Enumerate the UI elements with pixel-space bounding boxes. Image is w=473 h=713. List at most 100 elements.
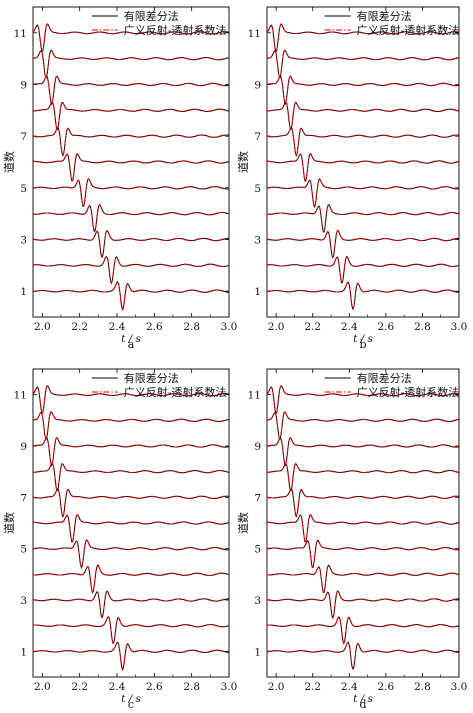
trace-3-grtc: [33, 590, 229, 618]
trace-6-fd: [33, 514, 229, 543]
trace-6-fd: [33, 153, 229, 182]
trace-7-fd: [33, 488, 229, 518]
trace-1-grtc: [33, 281, 229, 312]
plot-frame: [32, 6, 230, 318]
x-tick-label: 2.6: [146, 681, 163, 693]
trace-5-grtc: [33, 539, 229, 569]
trace-8-grtc: [33, 101, 229, 130]
y-tick-label: 3: [254, 595, 261, 607]
trace-2-fd: [33, 616, 229, 644]
chart-panel-a: 2.0 2.2 2.4 2.6 2.8 3.0 1 3 5 7 9 11 t / s 道数 a 有限差分法广义…: [2, 6, 238, 351]
x-tick-label: 2.6: [378, 681, 395, 693]
x-tick-label: 2.6: [378, 321, 395, 333]
x-tick-label: 2.6: [146, 321, 163, 333]
y-tick-label: 7: [20, 492, 27, 504]
trace-10-grtc: [33, 411, 229, 440]
trace-11-grtc: [33, 23, 229, 52]
y-tick-label: 11: [14, 390, 27, 402]
x-tick-label: 2.2: [304, 321, 321, 333]
trace-5-grtc: [267, 178, 459, 209]
x-tick-label: 3.0: [451, 321, 468, 333]
y-axis-label: 道数: [236, 151, 250, 173]
y-tick-label: 3: [254, 235, 261, 247]
x-tick-label: 2.8: [414, 681, 431, 693]
trace-6-grtc: [33, 153, 229, 182]
chart-panel-d: 2.0 2.2 2.4 2.6 2.8 3.0 1 3 5 7 9 11 t / s 道数 d 有限差分法广义…: [236, 368, 467, 711]
trace-9-grtc: [33, 75, 229, 106]
trace-4-grtc: [267, 564, 459, 593]
x-tick-label: 2.0: [34, 321, 51, 333]
x-tick-label: 2.8: [183, 681, 200, 693]
y-tick-label: 5: [20, 544, 27, 556]
trace-10-fd: [33, 49, 229, 78]
trace-10-fd: [33, 411, 229, 440]
trace-10-fd: [267, 49, 459, 78]
x-tick-label: 2.0: [268, 681, 285, 693]
y-tick-label: 5: [254, 183, 261, 195]
trace-5-fd: [267, 178, 459, 209]
trace-11-grtc: [267, 385, 459, 414]
trace-6-fd: [267, 514, 459, 543]
trace-2-grtc: [33, 615, 229, 644]
y-tick-label: 1: [254, 646, 261, 658]
trace-1-grtc: [33, 641, 229, 672]
x-tick-label: 2.8: [183, 321, 200, 333]
trace-4-fd: [33, 204, 229, 232]
trace-9-fd: [33, 75, 229, 106]
trace-1-fd: [33, 281, 229, 311]
trace-3-grtc: [267, 229, 459, 259]
trace-1-grtc: [267, 641, 459, 670]
trace-9-grtc: [33, 436, 229, 467]
trace-2-fd: [267, 255, 459, 284]
trace-3-fd: [267, 590, 459, 620]
legend-label-2: 广义反射-透射系数法: [357, 385, 460, 399]
trace-4-fd: [33, 564, 229, 594]
y-tick-label: 9: [20, 80, 27, 92]
trace-8-fd: [33, 463, 229, 492]
trace-4-grtc: [267, 203, 459, 233]
trace-5-fd: [267, 539, 459, 569]
x-axis-label: t / s: [121, 333, 141, 345]
traces-group: [33, 385, 229, 672]
trace-4-fd: [267, 564, 459, 594]
y-tick-label: 5: [20, 183, 27, 195]
trace-8-fd: [33, 101, 229, 130]
trace-5-grtc: [33, 178, 229, 207]
trace-5-grtc: [267, 539, 459, 568]
y-tick-label: 1: [254, 286, 261, 298]
legend-label-1: 有限差分法: [357, 9, 412, 23]
trace-3-fd: [33, 229, 229, 258]
x-tick-label: 3.0: [221, 321, 238, 333]
trace-6-grtc: [267, 513, 459, 543]
plot-frame: [266, 6, 460, 318]
trace-3-grtc: [33, 230, 229, 258]
trace-9-fd: [33, 437, 229, 467]
y-tick-label: 7: [20, 131, 27, 143]
legend-label-2: 广义反射-透射系数法: [124, 385, 227, 399]
x-axis-label: t / s: [353, 693, 373, 705]
trace-9-fd: [267, 75, 459, 106]
trace-1-fd: [267, 281, 459, 310]
y-tick-label: 3: [20, 235, 27, 247]
trace-7-fd: [33, 127, 229, 157]
trace-3-fd: [33, 590, 229, 618]
panel-label: a: [128, 338, 135, 351]
traces-group: [33, 23, 229, 312]
panel-label: c: [128, 698, 134, 711]
trace-9-grtc: [267, 75, 459, 106]
trace-8-grtc: [267, 101, 459, 130]
y-tick-label: 11: [248, 390, 261, 402]
trace-7-fd: [267, 488, 459, 518]
trace-6-fd: [267, 153, 459, 182]
legend-label-1: 有限差分法: [357, 371, 412, 385]
trace-7-fd: [267, 127, 459, 157]
trace-8-grtc: [33, 463, 229, 492]
y-axis-label: 道数: [2, 151, 16, 173]
x-tick-label: 2.2: [304, 681, 321, 693]
y-tick-label: 1: [20, 286, 27, 298]
x-tick-label: 2.2: [71, 681, 88, 693]
trace-1-grtc: [267, 281, 459, 310]
